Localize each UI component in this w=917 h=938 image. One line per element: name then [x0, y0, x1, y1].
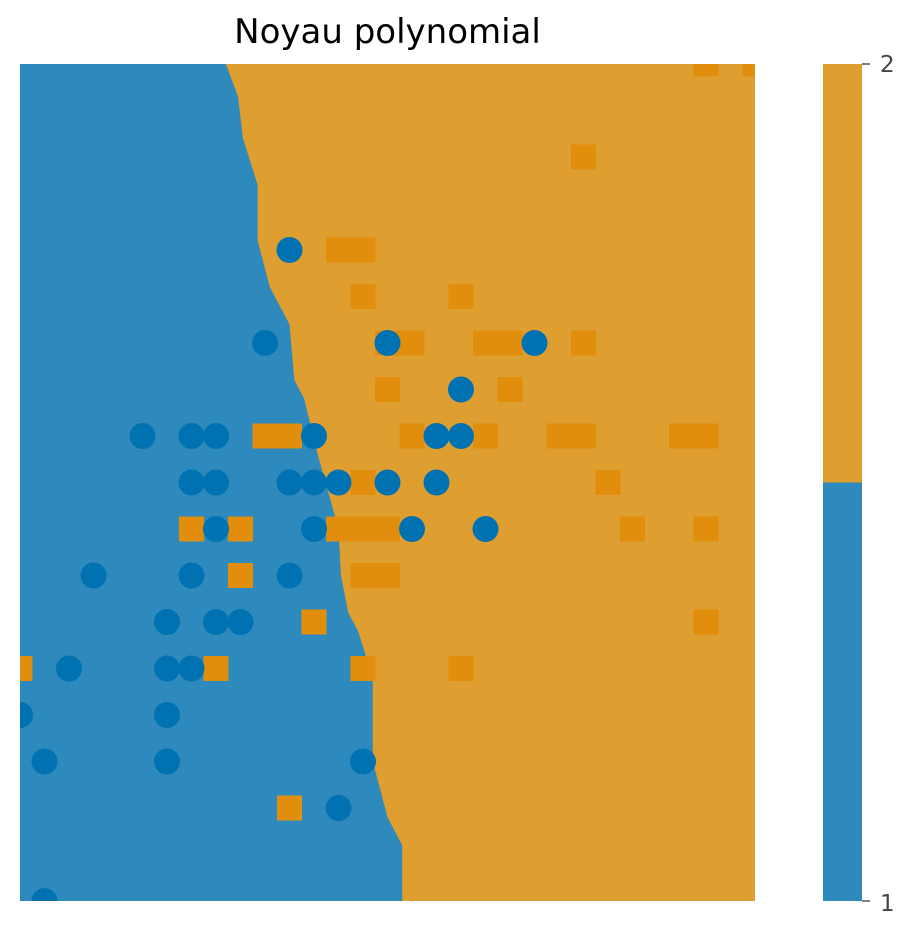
data-point-class-1 [448, 423, 474, 449]
data-point-class-1 [276, 562, 303, 589]
data-point-class-2 [571, 330, 596, 356]
data-point-class-1 [178, 562, 205, 589]
data-point-class-1 [178, 469, 205, 496]
data-point-class-1 [178, 655, 205, 682]
data-point-class-2 [179, 516, 204, 542]
data-point-class-2 [228, 516, 253, 542]
data-point-class-1 [154, 655, 180, 682]
data-point-class-2 [252, 423, 278, 449]
data-point-class-2 [326, 516, 351, 542]
data-point-class-1 [56, 655, 82, 682]
data-point-class-2 [497, 377, 523, 402]
data-point-class-1 [325, 469, 352, 496]
data-point-class-1 [521, 330, 548, 356]
data-point-class-1 [374, 469, 401, 496]
data-point-class-1 [31, 748, 58, 775]
data-point-class-1 [129, 423, 156, 449]
data-point-class-1 [154, 748, 180, 775]
data-point-class-2 [693, 64, 719, 77]
data-point-class-1 [20, 702, 33, 728]
data-point-class-1 [423, 423, 450, 449]
data-point-class-2 [571, 423, 596, 449]
data-point-class-2 [693, 516, 719, 542]
data-point-class-1 [80, 562, 107, 589]
data-point-class-2 [350, 470, 376, 495]
data-point-class-1 [178, 423, 205, 449]
data-point-class-2 [620, 516, 645, 542]
data-point-class-2 [350, 237, 376, 263]
data-point-class-2 [669, 423, 694, 449]
data-point-class-1 [448, 376, 474, 403]
data-point-class-2 [448, 656, 474, 681]
data-point-class-2 [350, 656, 376, 681]
data-point-class-2 [375, 563, 400, 588]
data-point-class-1 [276, 469, 303, 496]
data-point-class-2 [595, 470, 621, 495]
data-point-class-2 [326, 237, 351, 263]
data-point-class-1 [276, 237, 303, 263]
data-point-class-2 [742, 64, 755, 77]
colorbar-tick-label: 2 [880, 52, 895, 78]
data-point-class-2 [228, 563, 253, 588]
data-point-class-2 [277, 423, 302, 449]
data-point-class-1 [399, 516, 425, 542]
data-point-class-2 [203, 656, 229, 681]
data-point-class-2 [277, 795, 302, 821]
colorbar-band-1 [823, 482, 862, 901]
data-point-class-1 [154, 609, 180, 635]
data-point-class-1 [203, 609, 229, 635]
data-point-class-2 [399, 423, 425, 449]
data-point-class-1 [301, 469, 327, 496]
data-point-class-1 [472, 516, 499, 542]
data-point-class-1 [154, 702, 180, 728]
data-point-class-1 [203, 516, 229, 542]
data-point-class-1 [301, 423, 327, 449]
data-point-class-2 [473, 330, 498, 356]
data-point-class-2 [350, 516, 376, 542]
data-point-class-2 [693, 423, 719, 449]
data-point-class-2 [497, 330, 523, 356]
data-point-class-2 [375, 377, 400, 402]
data-point-class-2 [693, 609, 719, 635]
data-point-class-2 [301, 609, 327, 635]
data-point-class-2 [546, 423, 572, 449]
data-point-class-2 [399, 330, 425, 356]
chart-title: Noyau polynomial [234, 12, 541, 52]
data-point-class-1 [374, 330, 401, 356]
data-point-class-2 [350, 284, 376, 309]
data-point-class-1 [203, 469, 229, 496]
colorbar-band-2 [823, 64, 862, 483]
data-point-class-1 [227, 609, 254, 635]
data-point-class-2 [571, 144, 596, 170]
data-point-class-1 [350, 748, 376, 775]
data-point-class-1 [301, 516, 327, 542]
colorbar [823, 63, 870, 902]
data-point-class-1 [252, 330, 278, 356]
colorbar-tick-label: 1 [880, 891, 895, 917]
data-point-class-1 [203, 423, 229, 449]
data-point-class-2 [350, 563, 376, 588]
data-point-class-2 [448, 284, 474, 309]
data-point-class-1 [325, 795, 352, 821]
data-point-class-1 [31, 888, 58, 901]
data-point-class-1 [423, 469, 450, 496]
data-point-class-2 [375, 516, 400, 542]
data-point-class-2 [20, 656, 33, 681]
data-point-class-2 [473, 423, 498, 449]
plot-area [20, 64, 755, 901]
